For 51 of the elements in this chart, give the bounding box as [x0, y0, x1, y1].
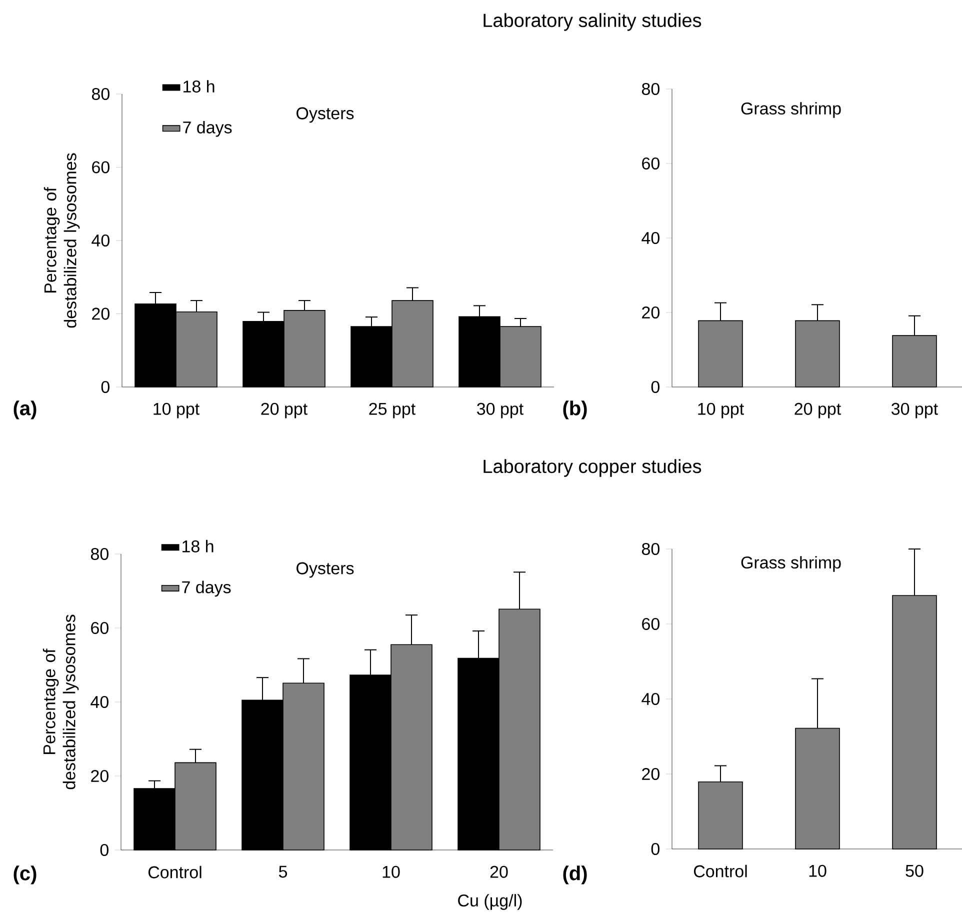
x-tick-label: 20 ppt [261, 402, 308, 418]
y-tick-label: 80 [642, 82, 660, 96]
y-tick-label: 60 [92, 161, 110, 174]
x-tick-label: 25 ppt [369, 402, 416, 418]
y-tick-label: 20 [92, 308, 110, 320]
x-tick-label: Control [148, 866, 202, 878]
y-tick-label: 20 [642, 768, 660, 780]
y-tick-label: 40 [90, 696, 108, 708]
chart-subtitle: Grass shrimp [741, 556, 841, 572]
x-tick-label: 10 [809, 864, 826, 877]
y-tick-label: 0 [100, 844, 108, 856]
y-tick-label: 80 [642, 542, 660, 556]
y-tick-label: 40 [642, 692, 660, 706]
text: (c) [14, 866, 36, 884]
y-tick-label: 80 [92, 88, 110, 100]
y-tick-label: 60 [642, 157, 660, 170]
y-tick-label: 40 [92, 234, 110, 247]
x-tick-label: 10 ppt [154, 402, 200, 418]
text: (b) [563, 400, 587, 420]
x-tick-label: 20 ppt [794, 402, 841, 418]
y-axis-title: Percentage of destabilized lysosomes [42, 614, 79, 790]
x-tick-label: 50 [906, 864, 924, 877]
text: Laboratory salinity studies [484, 13, 702, 31]
legend-label: 7 days [183, 120, 232, 137]
y-tick-label: 0 [651, 380, 660, 394]
legend-label: 18 h [184, 80, 214, 93]
y-axis-title: Percentage of destabilized lysosomes [44, 153, 80, 328]
y-tick-label: 20 [642, 306, 660, 319]
x-tick-label: 30 ppt [892, 402, 938, 418]
x-tick-label: 10 ppt [698, 402, 744, 418]
x-tick-label: Control [694, 864, 747, 878]
x-tick-label: 5 [278, 866, 288, 878]
text: (a) [14, 400, 36, 420]
legend-label: 7 days [182, 580, 231, 597]
x-tick-label: 20 [490, 866, 508, 878]
y-tick-label: 20 [91, 770, 108, 782]
text: Laboratory copper studies [484, 459, 702, 477]
x-tick-label: 30 ppt [477, 402, 524, 418]
y-tick-label: 80 [90, 548, 108, 560]
y-tick-label: 60 [642, 618, 660, 630]
y-tick-label: 60 [91, 622, 108, 634]
legend-label: 18 h [182, 540, 214, 552]
x-tick-label: 10 [382, 866, 400, 878]
text: Oysters [296, 107, 354, 123]
y-tick-label: 40 [642, 232, 660, 244]
chart-subtitle: Oysters [296, 562, 354, 578]
text: Grass shrimp [741, 102, 841, 118]
x-axis-title: Cu (µg/l) [458, 894, 522, 910]
text: (d) [563, 866, 587, 884]
y-tick-label: 0 [101, 380, 110, 394]
y-tick-label: 0 [651, 842, 660, 856]
